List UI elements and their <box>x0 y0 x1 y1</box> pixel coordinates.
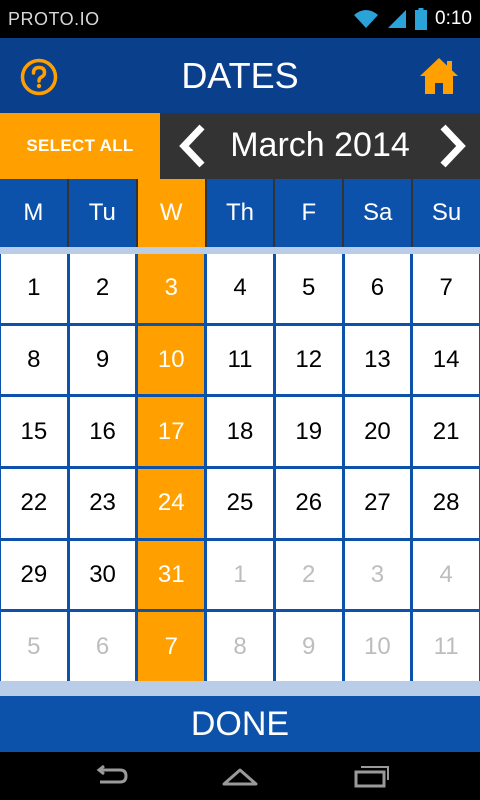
chevron-right-icon <box>440 124 466 168</box>
adjacent-month-day-cell[interactable]: 9 <box>275 612 342 681</box>
system-nav-bar <box>0 752 480 800</box>
weekday-m[interactable]: M <box>0 179 67 247</box>
previous-month-button[interactable] <box>175 123 211 169</box>
home-nav-button[interactable] <box>220 762 260 790</box>
clock: 0:10 <box>435 8 472 29</box>
adjacent-month-day-cell[interactable]: 3 <box>344 540 411 610</box>
carrier-label: PROTO.IO <box>8 9 100 29</box>
adjacent-month-day-cell[interactable]: 6 <box>69 612 136 681</box>
day-cell[interactable]: 24 <box>138 468 205 538</box>
recent-apps-icon <box>354 766 389 788</box>
day-cell[interactable]: 22 <box>1 468 67 538</box>
day-cell[interactable]: 18 <box>207 397 273 466</box>
weekday-sa[interactable]: Sa <box>344 179 412 247</box>
page-title: DATES <box>181 55 299 96</box>
day-cell[interactable]: 16 <box>69 397 136 466</box>
chevron-left-icon <box>179 124 205 168</box>
home-button[interactable] <box>418 56 460 96</box>
back-nav-button[interactable] <box>90 762 130 790</box>
status-bar: PROTO.IO 0:10 <box>0 0 480 38</box>
adjacent-month-day-cell[interactable]: 4 <box>413 540 479 610</box>
app-header: DATES <box>0 38 480 113</box>
weekday-w[interactable]: W <box>137 179 205 247</box>
calendar-grid-area: 1 2 3 4 5 6 7 8 9 10 11 12 13 14 15 16 17 18 19 20 21 22 23 24 2… <box>0 247 480 696</box>
month-bar: SELECT ALL March 2014 <box>0 113 480 179</box>
day-cell[interactable]: 8 <box>1 325 67 395</box>
month-label: March 2014 <box>230 126 410 164</box>
home-icon <box>420 58 458 94</box>
select-all-button[interactable]: SELECT ALL <box>0 113 160 179</box>
day-cell[interactable]: 3 <box>138 254 205 323</box>
day-cell[interactable]: 13 <box>344 325 411 395</box>
weekday-f[interactable]: F <box>275 179 343 247</box>
battery-icon <box>415 8 428 30</box>
day-cell[interactable]: 19 <box>275 397 342 466</box>
next-month-button[interactable] <box>434 123 470 169</box>
day-cell[interactable]: 11 <box>207 325 273 395</box>
wifi-icon <box>354 10 379 28</box>
status-icons: 0:10 <box>353 6 472 32</box>
day-cell[interactable]: 12 <box>275 325 342 395</box>
day-cell[interactable]: 20 <box>344 397 411 466</box>
calendar-day-grid: 1 2 3 4 5 6 7 8 9 10 11 12 13 14 15 16 17 18 19 20 21 22 23 24 2… <box>0 254 480 681</box>
day-cell[interactable]: 28 <box>413 468 479 538</box>
weekday-header-row: M Tu W Th F Sa Su <box>0 179 480 247</box>
weekday-th[interactable]: Th <box>206 179 274 247</box>
grid-bottom-divider <box>0 681 480 696</box>
weekday-tu[interactable]: Tu <box>68 179 136 247</box>
help-button[interactable] <box>20 58 58 96</box>
day-cell[interactable]: 27 <box>344 468 411 538</box>
day-cell[interactable]: 15 <box>1 397 67 466</box>
grid-top-divider <box>0 247 480 254</box>
day-cell[interactable]: 6 <box>344 254 411 323</box>
recent-apps-nav-button[interactable] <box>352 762 392 790</box>
adjacent-month-day-cell[interactable]: 2 <box>275 540 342 610</box>
day-cell[interactable]: 5 <box>275 254 342 323</box>
signal-icon <box>388 10 407 28</box>
day-cell[interactable]: 7 <box>413 254 479 323</box>
day-cell[interactable]: 1 <box>1 254 67 323</box>
question-circle-icon <box>20 58 58 96</box>
day-cell[interactable]: 2 <box>69 254 136 323</box>
day-cell[interactable]: 29 <box>1 540 67 610</box>
adjacent-month-day-cell[interactable]: 5 <box>1 612 67 681</box>
day-cell[interactable]: 17 <box>138 397 205 466</box>
weekday-su[interactable]: Su <box>413 179 480 247</box>
day-cell[interactable]: 21 <box>413 397 479 466</box>
day-cell[interactable]: 30 <box>69 540 136 610</box>
done-button[interactable]: DONE <box>0 696 480 752</box>
day-cell[interactable]: 10 <box>138 325 205 395</box>
day-cell[interactable]: 4 <box>207 254 273 323</box>
adjacent-month-day-cell[interactable]: 1 <box>207 540 273 610</box>
adjacent-month-day-cell[interactable]: 11 <box>413 612 479 681</box>
adjacent-month-day-cell[interactable]: 8 <box>207 612 273 681</box>
day-cell[interactable]: 23 <box>69 468 136 538</box>
day-cell[interactable]: 25 <box>207 468 273 538</box>
adjacent-month-day-cell[interactable]: 10 <box>344 612 411 681</box>
adjacent-month-day-cell[interactable]: 7 <box>138 612 205 681</box>
day-cell[interactable]: 14 <box>413 325 479 395</box>
day-cell[interactable]: 31 <box>138 540 205 610</box>
home-outline-icon <box>222 768 258 786</box>
day-cell[interactable]: 26 <box>275 468 342 538</box>
day-cell[interactable]: 9 <box>69 325 136 395</box>
back-arrow-icon <box>96 764 128 784</box>
